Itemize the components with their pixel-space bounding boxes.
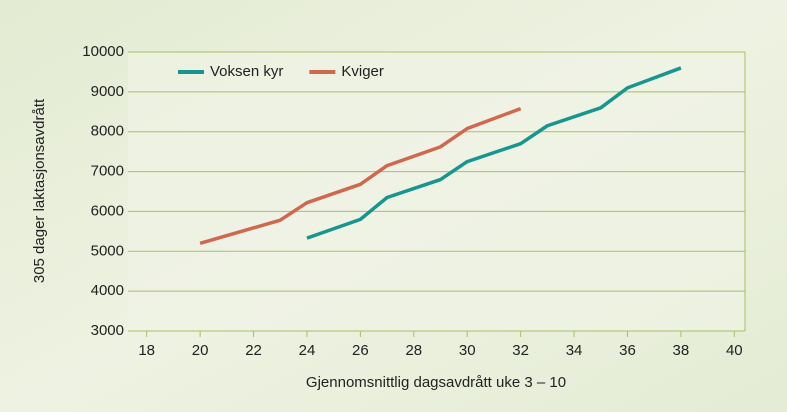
y-tick-label: 6000 (91, 202, 124, 219)
x-tick-label: 36 (619, 342, 636, 359)
x-tick-label: 22 (245, 342, 262, 359)
y-tick-label: 8000 (91, 123, 124, 140)
x-tick-label: 24 (299, 342, 316, 359)
y-tick-label: 9000 (91, 83, 124, 100)
x-tick-label: 40 (726, 342, 743, 359)
y-tick-label: 7000 (91, 163, 124, 180)
legend-label: Kviger (341, 63, 384, 80)
x-tick-label: 20 (192, 342, 209, 359)
x-tick-label: 30 (459, 342, 476, 359)
series-line (199, 106, 522, 245)
x-tick-label: 32 (512, 342, 529, 359)
y-tick-label: 4000 (91, 282, 124, 299)
x-tick-label: 38 (673, 342, 690, 359)
y-tick-label: 3000 (91, 322, 124, 339)
legend-label: Voksen kyr (210, 63, 283, 80)
plot-area (128, 52, 745, 331)
y-tick-label: 5000 (91, 242, 124, 259)
x-tick-label: 34 (566, 342, 583, 359)
x-tick-label: 18 (138, 342, 155, 359)
x-tick-label: 26 (352, 342, 369, 359)
y-tick-label: 10000 (82, 43, 124, 60)
series-line (306, 66, 682, 240)
x-tick-label: 28 (405, 342, 422, 359)
y-axis-label: 305 dager laktasjonsavdrått (31, 98, 48, 283)
x-axis-label: Gjennomsnittlig dagsavdrått uke 3 – 10 (306, 374, 566, 391)
